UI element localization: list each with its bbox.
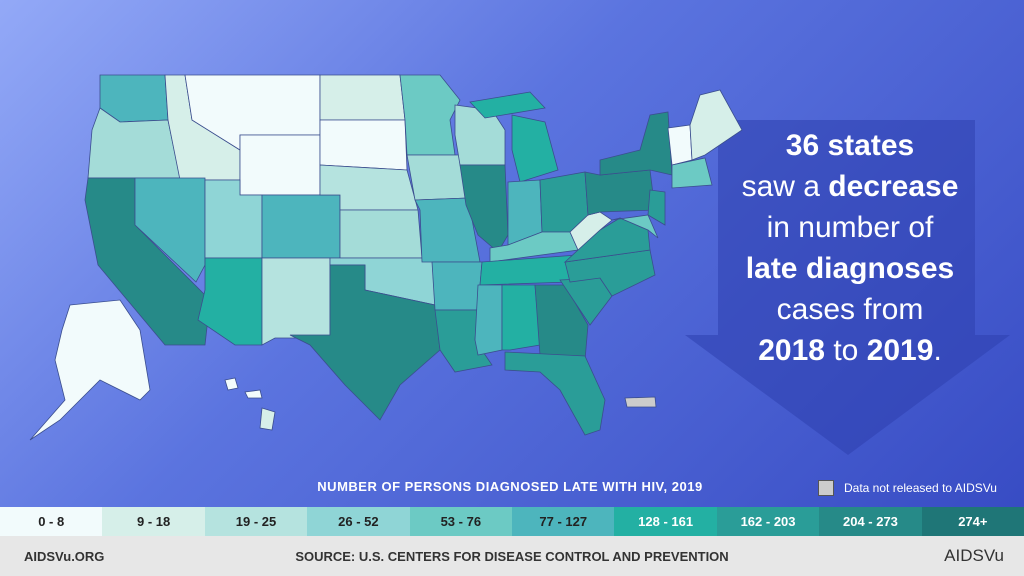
logo: AIDSVu: [944, 546, 1004, 565]
state: [584, 169, 656, 216]
legend-bin: 9 - 18: [102, 507, 205, 536]
state: [474, 284, 503, 356]
legend-title: NUMBER OF PERSONS DIAGNOSED LATE WITH HI…: [317, 479, 703, 494]
state: [239, 134, 321, 196]
legend-bin: 204 - 273: [819, 507, 922, 536]
callout-line: in number of: [700, 207, 1000, 248]
state: [469, 91, 546, 119]
footer: AIDSVu.ORG SOURCE: U.S. CENTERS FOR DISE…: [0, 536, 1024, 576]
state: [339, 209, 423, 259]
callout-line: saw a decrease: [700, 166, 1000, 207]
state: [431, 261, 483, 311]
state: [29, 299, 151, 441]
source: SOURCE: U.S. CENTERS FOR DISEASE CONTROL…: [295, 549, 729, 564]
callout-line: 36 states: [700, 125, 1000, 166]
site: AIDSVu.ORG: [24, 549, 105, 564]
text: to: [833, 334, 859, 367]
text: late diagnoses: [745, 252, 955, 285]
states: [29, 74, 743, 441]
state: [224, 377, 239, 391]
state: [134, 177, 206, 283]
text: in number of: [766, 211, 934, 244]
state: [399, 74, 461, 156]
state: [319, 74, 406, 121]
state: [406, 154, 469, 201]
no-data-key: Data not released to AIDSVu: [818, 480, 997, 496]
text: decrease: [828, 170, 959, 203]
text: 2018: [758, 334, 825, 367]
legend-bin: 128 - 161: [614, 507, 717, 536]
state: [319, 119, 408, 171]
state: [261, 194, 341, 259]
legend-bin: 0 - 8: [0, 507, 103, 536]
state: [261, 257, 331, 346]
legend-bin: 162 - 203: [716, 507, 820, 536]
callout-line: 2018 to 2019.: [700, 330, 1000, 371]
text: cases from: [776, 293, 924, 326]
legend-bin: 26 - 52: [307, 507, 410, 536]
state: [501, 284, 541, 351]
callout-line: cases from: [700, 289, 1000, 330]
legend-bin: 77 - 127: [512, 507, 615, 536]
text: Data not released to AIDSVu: [844, 481, 997, 495]
state: [599, 111, 673, 176]
state: [244, 389, 263, 399]
state: [511, 114, 559, 183]
arrow: [648, 120, 1010, 455]
state: [624, 396, 657, 408]
text: saw a: [741, 170, 820, 203]
state: [197, 257, 263, 346]
state: [504, 351, 606, 436]
callout-line: late diagnoses: [700, 248, 1000, 289]
text: 2019: [866, 334, 934, 367]
state: [289, 264, 441, 421]
state: [671, 157, 713, 189]
text: .: [933, 334, 942, 367]
legend-bin: 274+: [921, 507, 1024, 536]
legend-bin: 53 - 76: [409, 507, 513, 536]
swatch: [818, 480, 834, 496]
text: 36 states: [785, 129, 915, 162]
state: [667, 124, 693, 166]
callout: 36 states saw a decrease in number of la…: [700, 125, 1000, 371]
state: [259, 407, 276, 431]
state: [647, 189, 666, 226]
state: [689, 89, 743, 161]
state: [534, 284, 589, 361]
state: [611, 214, 659, 239]
legend-bin: 19 - 25: [204, 507, 308, 536]
